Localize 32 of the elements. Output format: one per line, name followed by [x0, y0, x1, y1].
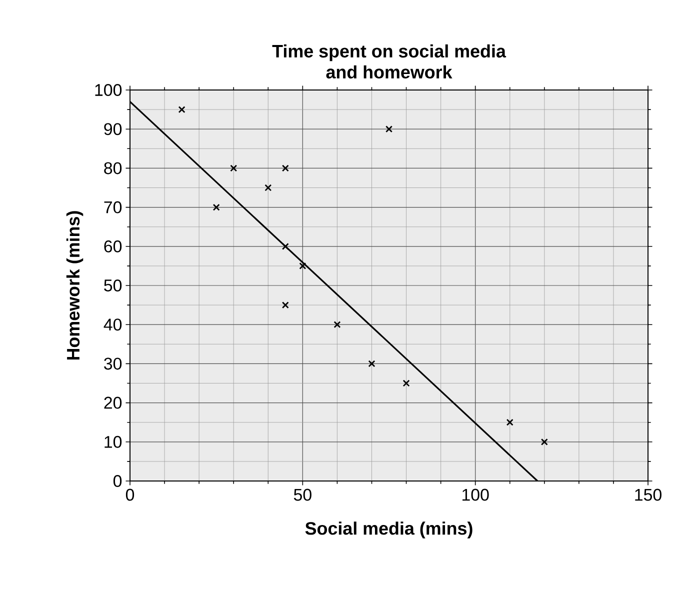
point [385, 126, 393, 133]
point [282, 164, 289, 172]
x-tick-label: 0 [126, 488, 134, 501]
y-tick-label: 20 [104, 396, 122, 409]
y-tick-label: 70 [104, 201, 122, 214]
x-axis-title: Social media (mins) [305, 522, 472, 538]
y-axis-title: Homework (mins) [66, 211, 84, 360]
point [212, 204, 220, 211]
chart-title: Time spent on social media and homework [272, 44, 506, 78]
x-tick-label: 150 [635, 488, 662, 501]
point [178, 106, 186, 114]
y-tick-label: 100 [95, 84, 122, 96]
point [334, 321, 341, 328]
y-tick-label: 0 [113, 475, 122, 487]
y-tick-label: 80 [104, 162, 122, 174]
x-tick-label: 100 [462, 488, 489, 501]
point [299, 262, 306, 270]
point [368, 360, 376, 368]
point [230, 164, 238, 172]
y-tick-label: 50 [104, 280, 122, 292]
y-tick-label: 60 [104, 240, 122, 252]
point [282, 302, 289, 309]
point [402, 380, 410, 387]
y-tick-label: 40 [104, 318, 122, 331]
y-tick-label: 10 [104, 436, 122, 448]
point [506, 418, 514, 426]
y-tick-label: 30 [104, 358, 122, 370]
y-tick-label: 90 [104, 123, 122, 136]
point [540, 438, 548, 446]
point [264, 184, 272, 192]
point [282, 242, 289, 250]
x-tick-label: 50 [294, 488, 312, 501]
